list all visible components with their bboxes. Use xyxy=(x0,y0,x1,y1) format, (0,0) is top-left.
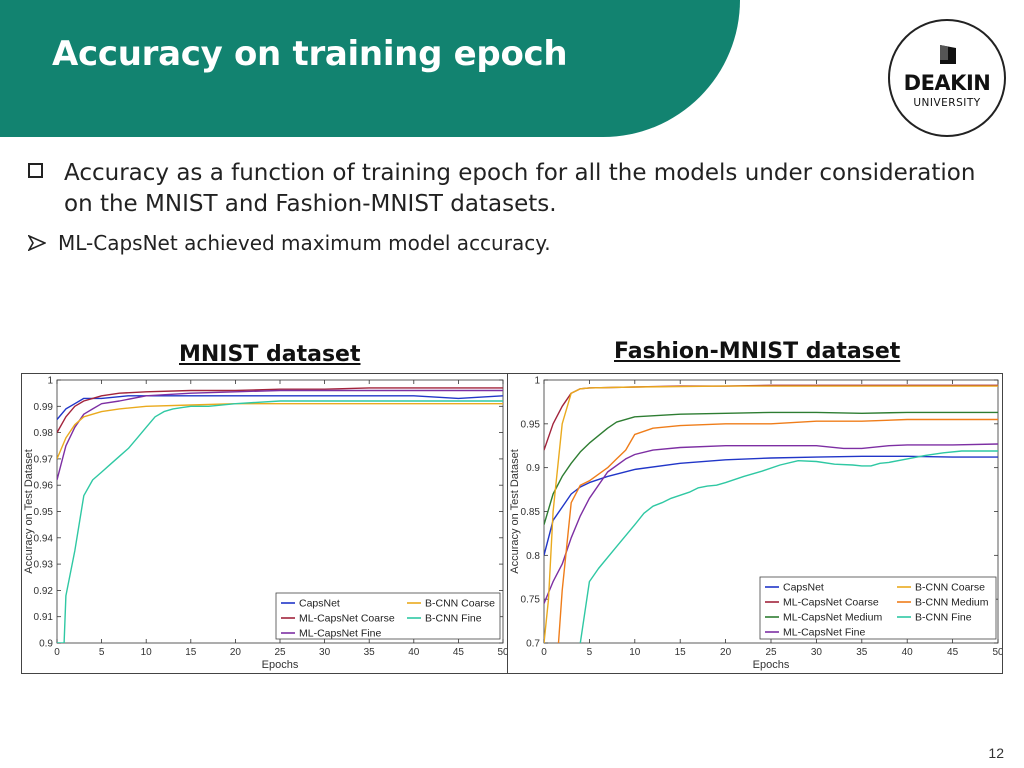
y-tick-label: 0.85 xyxy=(521,507,541,518)
x-tick-label: 40 xyxy=(408,647,420,658)
chart-mnist-svg: 0 5 10 15 20 25 30 35 40 45 50 0.9 0.91 0.92 0.93 0.94 0… xyxy=(23,376,509,672)
x-axis-label: Epochs xyxy=(753,659,790,671)
y-tick-label: 0.96 xyxy=(34,481,54,492)
y-tick-label: 0.8 xyxy=(526,551,540,562)
series-line-b-cnn-coarse xyxy=(57,403,503,460)
legend-label-ml-capsnet-fine: ML-CapsNet Fine xyxy=(783,627,865,639)
checkbox-bullet-icon xyxy=(28,163,43,178)
y-tick-label: 0.97 xyxy=(34,454,54,465)
y-tick-label: 1 xyxy=(534,376,540,387)
series-line-capsnet xyxy=(544,455,998,556)
series-line-b-cnn-coarse xyxy=(544,385,998,643)
bullet-sub: ML-CapsNet achieved maximum model accura… xyxy=(28,229,551,257)
y-tick-label: 0.75 xyxy=(521,595,541,606)
x-tick-label: 35 xyxy=(856,647,868,658)
legend-label-capsnet: CapsNet xyxy=(299,598,340,610)
y-tick-label: 0.99 xyxy=(34,402,54,413)
x-tick-label: 10 xyxy=(629,647,641,658)
legend-label-b-cnn-coarse: B-CNN Coarse xyxy=(425,598,495,610)
series-line-ml-capsnet-fine xyxy=(544,443,998,604)
chart-title-mnist: MNIST dataset xyxy=(179,342,361,367)
x-tick-label: 45 xyxy=(947,647,959,658)
series-group xyxy=(544,384,998,643)
x-tick-label: 35 xyxy=(364,647,376,658)
legend-label-capsnet: CapsNet xyxy=(783,582,824,594)
legend-label-ml-capsnet-fine: ML-CapsNet Fine xyxy=(299,628,381,640)
bullet-sub-text: ML-CapsNet achieved maximum model accura… xyxy=(58,231,551,255)
y-tick-label: 0.7 xyxy=(526,639,540,650)
legend-label-b-cnn-fine: B-CNN Fine xyxy=(915,612,972,624)
page-number: 12 xyxy=(988,745,1004,761)
y-tick-label: 0.98 xyxy=(34,428,54,439)
y-tick-label: 0.9 xyxy=(39,639,53,650)
x-tick-label: 15 xyxy=(675,647,687,658)
x-tick-label: 40 xyxy=(902,647,914,658)
y-tick-label: 0.95 xyxy=(34,507,54,518)
series-group xyxy=(57,387,503,643)
x-tick-label: 25 xyxy=(765,647,777,658)
x-tick-label: 5 xyxy=(587,647,593,658)
x-tick-label: 0 xyxy=(541,647,547,658)
series-line-b-cnn-fine xyxy=(579,450,998,643)
logo-name: DEAKIN xyxy=(903,71,991,95)
x-axis-label: Epochs xyxy=(262,659,299,671)
x-tick-label: 20 xyxy=(720,647,732,658)
series-line-ml-capsnet-medium xyxy=(544,411,998,525)
x-tick-label: 5 xyxy=(99,647,105,658)
university-logo: DEAKIN UNIVERSITY xyxy=(888,19,1006,137)
legend-box xyxy=(759,576,997,640)
legend-label-b-cnn-medium: B-CNN Medium xyxy=(915,597,989,609)
x-tick-label: 50 xyxy=(992,647,1002,658)
x-tick-label: 15 xyxy=(185,647,197,658)
x-tick-label: 10 xyxy=(141,647,153,658)
x-tick-label: 25 xyxy=(274,647,286,658)
legend-box xyxy=(275,592,501,640)
series-line-b-cnn-fine xyxy=(57,400,503,643)
series-line-capsnet xyxy=(57,395,503,420)
y-tick-label: 0.91 xyxy=(34,612,54,623)
y-axis-label: Accuracy on Test Dataset xyxy=(23,449,35,574)
header-band xyxy=(0,0,740,137)
y-tick-label: 0.94 xyxy=(34,533,54,544)
legend-label-b-cnn-fine: B-CNN Fine xyxy=(425,613,482,625)
chart-fashion-svg: 0 5 10 15 20 25 30 35 40 45 50 0.7 0.75 0.8 0.85 0.9 0.9… xyxy=(509,376,1002,672)
bullet-main-text: Accuracy as a function of training epoch… xyxy=(64,160,976,217)
legend-label-b-cnn-coarse: B-CNN Coarse xyxy=(915,582,985,594)
series-line-b-cnn-medium xyxy=(557,418,998,643)
logo-subtitle: UNIVERSITY xyxy=(913,97,981,109)
chart-title-fashion: Fashion-MNIST dataset xyxy=(614,339,901,364)
bullet-main: Accuracy as a function of training epoch… xyxy=(28,158,998,220)
chart-mnist: 0 5 10 15 20 25 30 35 40 45 50 0.9 0.91 0.92 0.93 0.94 0… xyxy=(21,373,510,674)
slide-title: Accuracy on training epoch xyxy=(52,34,568,74)
y-tick-label: 0.93 xyxy=(34,560,54,571)
deakin-mark-icon xyxy=(940,45,956,64)
x-tick-label: 45 xyxy=(453,647,465,658)
y-tick-label: 0.92 xyxy=(34,586,54,597)
x-tick-label: 0 xyxy=(54,647,60,658)
series-line-ml-capsnet-coarse xyxy=(544,384,998,451)
legend-label-ml-capsnet-medium: ML-CapsNet Medium xyxy=(783,612,882,624)
x-tick-label: 20 xyxy=(230,647,242,658)
arrow-bullet-icon xyxy=(28,235,46,251)
series-line-ml-capsnet-coarse xyxy=(57,387,503,433)
chart-fashion: 0 5 10 15 20 25 30 35 40 45 50 0.7 0.75 0.8 0.85 0.9 0.9… xyxy=(507,373,1003,674)
y-tick-label: 1 xyxy=(47,376,53,387)
x-tick-label: 30 xyxy=(811,647,823,658)
y-tick-label: 0.9 xyxy=(526,463,540,474)
y-tick-label: 0.95 xyxy=(521,419,541,430)
x-tick-label: 30 xyxy=(319,647,331,658)
y-axis-label: Accuracy on Test Dataset xyxy=(509,449,521,574)
legend-label-ml-capsnet-coarse: ML-CapsNet Coarse xyxy=(783,597,879,609)
legend-label-ml-capsnet-coarse: ML-CapsNet Coarse xyxy=(299,613,395,625)
x-tick-label: 50 xyxy=(497,647,509,658)
